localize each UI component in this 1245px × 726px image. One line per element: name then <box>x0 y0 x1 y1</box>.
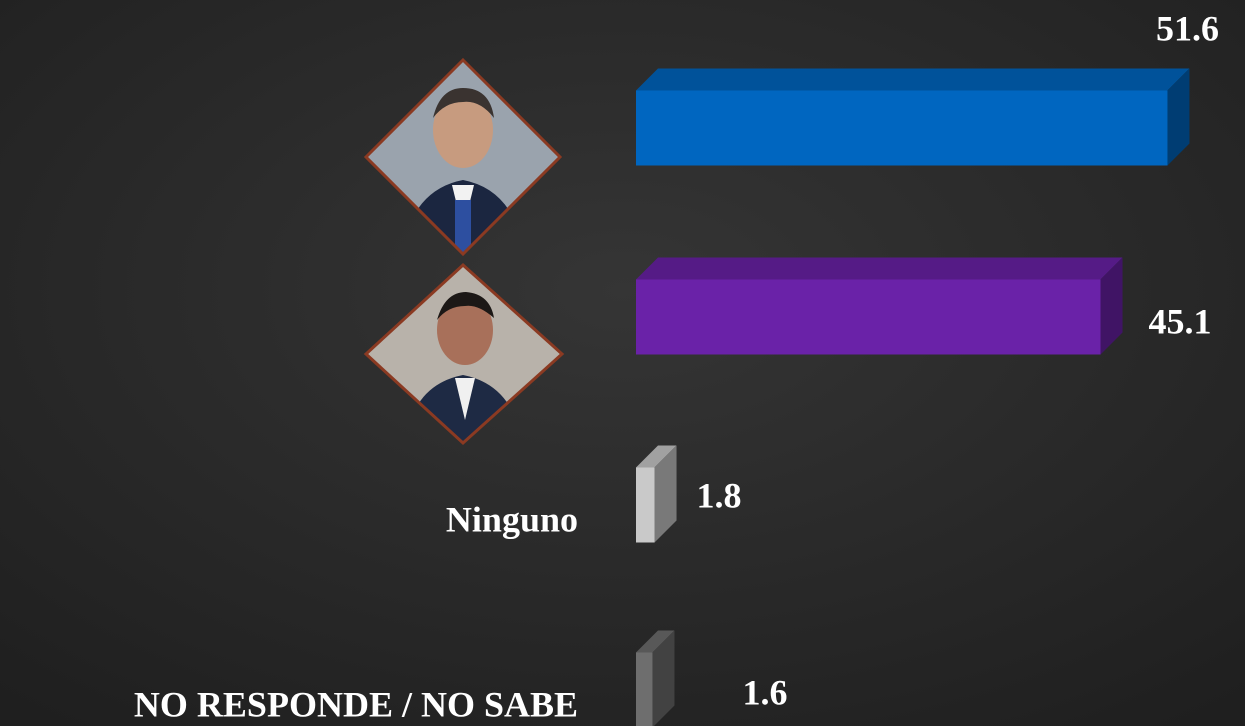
value-label: 45.1 <box>1149 301 1212 341</box>
category-label: NO RESPONDE / NO SABE <box>134 684 578 724</box>
bar-top <box>636 630 675 653</box>
bar-side <box>1100 257 1123 355</box>
bar-top <box>636 257 1123 280</box>
bar <box>636 467 655 543</box>
bar-top <box>636 68 1190 91</box>
bar <box>636 652 653 726</box>
bar-side <box>654 445 677 543</box>
value-label: 1.8 <box>697 475 742 515</box>
bar-side <box>1167 68 1190 166</box>
value-label: 51.6 <box>1156 8 1219 48</box>
bar-side <box>652 630 675 726</box>
bar <box>636 279 1101 355</box>
value-label: 1.6 <box>742 672 787 712</box>
category-label: Ninguno <box>446 499 578 539</box>
bar-top <box>636 445 677 468</box>
bar <box>636 90 1168 166</box>
